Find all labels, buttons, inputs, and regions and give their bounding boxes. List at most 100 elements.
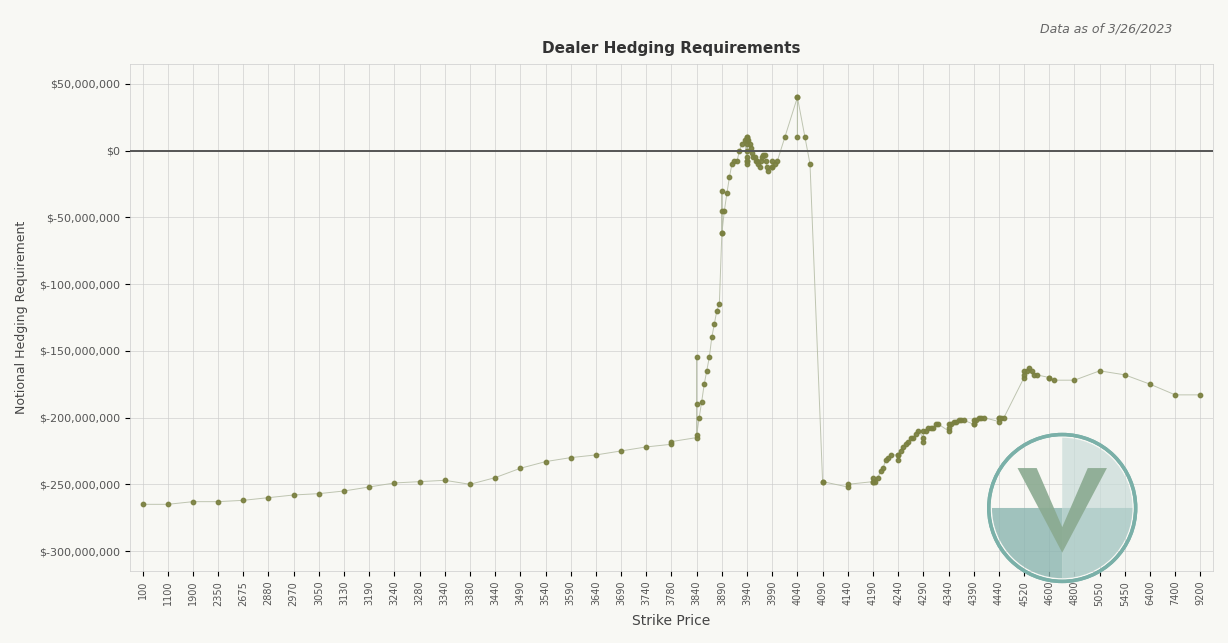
Point bbox=[460, 479, 480, 489]
Point bbox=[737, 135, 756, 145]
Y-axis label: Notional Hedging Requirement: Notional Hedging Requirement bbox=[15, 221, 28, 414]
Point bbox=[880, 450, 900, 460]
Point bbox=[763, 156, 782, 167]
Point bbox=[511, 463, 530, 473]
Point bbox=[732, 139, 752, 149]
Point bbox=[158, 499, 178, 509]
Point bbox=[133, 499, 152, 509]
Point bbox=[989, 412, 1008, 422]
Point bbox=[740, 143, 760, 153]
Point bbox=[928, 419, 948, 430]
Point bbox=[768, 156, 787, 167]
Point bbox=[712, 206, 732, 216]
Point bbox=[734, 135, 754, 145]
Point bbox=[360, 482, 379, 492]
Point bbox=[989, 412, 1008, 422]
Point bbox=[636, 442, 656, 452]
Point bbox=[748, 156, 768, 167]
Polygon shape bbox=[1018, 468, 1106, 553]
Point bbox=[737, 159, 756, 169]
Point bbox=[686, 352, 706, 363]
Point bbox=[759, 165, 779, 176]
Point bbox=[284, 490, 303, 500]
Point bbox=[876, 455, 895, 466]
Point bbox=[974, 412, 993, 422]
Point bbox=[737, 139, 756, 149]
Point bbox=[1115, 370, 1135, 380]
Point bbox=[949, 415, 969, 426]
Point bbox=[705, 319, 725, 329]
Point bbox=[964, 415, 984, 426]
Point bbox=[612, 446, 631, 456]
Point bbox=[863, 476, 883, 487]
Point bbox=[863, 476, 883, 487]
Point bbox=[753, 152, 772, 163]
Point bbox=[702, 332, 722, 343]
Point bbox=[971, 412, 991, 422]
Point bbox=[747, 156, 766, 167]
Point bbox=[720, 172, 739, 183]
Point bbox=[1014, 370, 1034, 380]
Point bbox=[754, 149, 774, 159]
Point bbox=[1024, 370, 1044, 380]
Point bbox=[868, 473, 888, 483]
Point bbox=[752, 156, 771, 167]
Point bbox=[894, 442, 914, 452]
Wedge shape bbox=[1062, 438, 1132, 578]
Point bbox=[916, 426, 936, 436]
Point bbox=[707, 305, 727, 316]
Point bbox=[715, 206, 734, 216]
Point bbox=[743, 152, 763, 163]
Point bbox=[755, 149, 775, 159]
Point bbox=[1165, 390, 1185, 400]
Text: Data as of 3/26/2023: Data as of 3/26/2023 bbox=[1040, 23, 1173, 35]
Point bbox=[410, 476, 430, 487]
Point bbox=[863, 473, 883, 483]
Point bbox=[813, 476, 833, 487]
Point bbox=[586, 450, 605, 460]
Point bbox=[787, 92, 807, 102]
Point bbox=[938, 419, 958, 430]
Point bbox=[750, 161, 770, 172]
Point bbox=[941, 419, 960, 430]
Point bbox=[1039, 372, 1059, 383]
Point bbox=[901, 433, 921, 443]
Point bbox=[1017, 366, 1036, 376]
Point bbox=[712, 185, 732, 195]
Point bbox=[787, 132, 807, 142]
Point bbox=[938, 426, 958, 436]
Point bbox=[561, 453, 581, 463]
Point bbox=[334, 486, 354, 496]
Point bbox=[991, 412, 1011, 422]
Point bbox=[662, 437, 682, 447]
Point bbox=[906, 428, 926, 439]
Point bbox=[737, 132, 756, 142]
Point bbox=[944, 417, 964, 427]
Point bbox=[744, 152, 764, 163]
Point bbox=[964, 419, 984, 430]
Point bbox=[926, 419, 946, 430]
Point bbox=[1014, 366, 1034, 376]
Point bbox=[938, 423, 958, 433]
Point bbox=[888, 455, 907, 466]
Point bbox=[435, 475, 454, 485]
Point bbox=[801, 159, 820, 169]
Point bbox=[896, 439, 916, 449]
Point bbox=[729, 145, 749, 156]
Point bbox=[1039, 372, 1059, 383]
Point bbox=[1065, 375, 1084, 385]
Point bbox=[1089, 366, 1109, 376]
Point bbox=[923, 423, 943, 433]
Point bbox=[873, 463, 893, 473]
Point bbox=[989, 417, 1008, 427]
Point bbox=[1141, 379, 1160, 389]
Point bbox=[739, 139, 759, 149]
Point bbox=[914, 426, 933, 436]
Point bbox=[899, 437, 919, 447]
Point bbox=[738, 135, 758, 145]
Point bbox=[813, 476, 833, 487]
Point bbox=[995, 412, 1014, 422]
Point bbox=[691, 396, 711, 406]
Point bbox=[1045, 375, 1065, 385]
Point bbox=[384, 478, 404, 488]
